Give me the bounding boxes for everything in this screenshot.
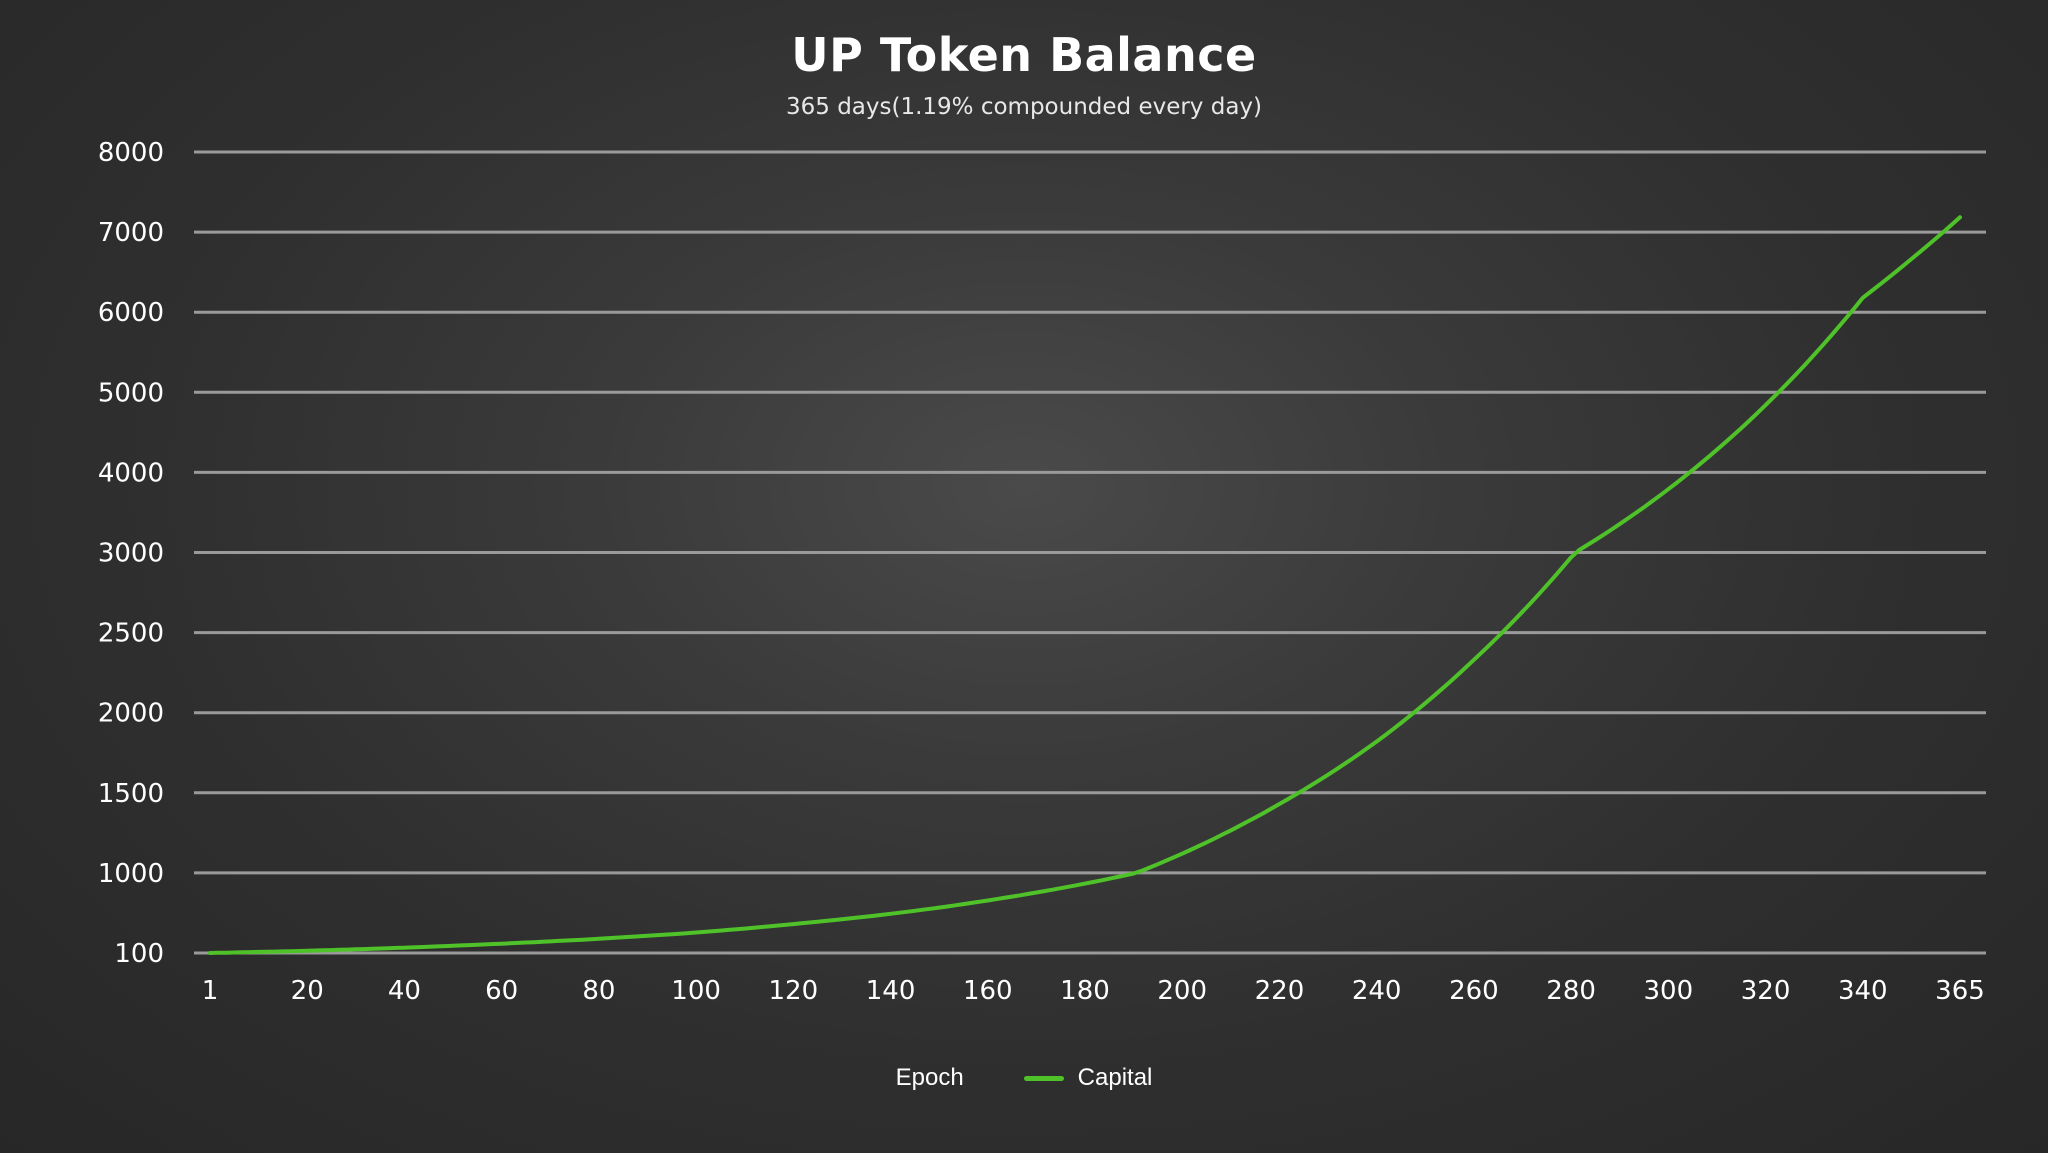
y-tick-label: 7000 xyxy=(98,218,164,248)
x-tick-label: 200 xyxy=(1157,976,1207,1006)
grid-layer xyxy=(194,150,1986,955)
legend-item-epoch[interactable]: Epoch xyxy=(896,1064,964,1092)
data-point[interactable] xyxy=(401,945,407,951)
legend: Epoch Capital xyxy=(0,1064,2048,1092)
x-tick-label: 300 xyxy=(1644,976,1694,1006)
data-point[interactable] xyxy=(985,898,991,904)
y-tick-label: 8000 xyxy=(98,138,164,168)
legend-label-capital: Capital xyxy=(1077,1064,1153,1091)
y-tick-label: 100 xyxy=(114,939,164,969)
x-tick-label: 180 xyxy=(1060,976,1110,1006)
data-point[interactable] xyxy=(1179,851,1185,857)
y-tick-label: 2000 xyxy=(98,699,164,729)
x-tick-labels: 1 20 40 60 80 100 120 140 160 180 200 220 240 260 280 3… xyxy=(202,976,1985,1006)
data-point[interactable] xyxy=(693,930,699,936)
y-tick-label: 1500 xyxy=(98,779,164,809)
data-point[interactable] xyxy=(1374,739,1380,745)
x-tick-label: 320 xyxy=(1741,976,1791,1006)
x-tick-label: 365 xyxy=(1935,976,1985,1006)
x-tick-label: 40 xyxy=(388,976,421,1006)
x-tick-label: 240 xyxy=(1352,976,1402,1006)
x-tick-label: 100 xyxy=(671,976,721,1006)
data-point[interactable] xyxy=(1860,295,1866,301)
y-tick-label: 4000 xyxy=(98,458,164,488)
data-point[interactable] xyxy=(1568,554,1574,560)
x-tick-label: 20 xyxy=(291,976,324,1006)
data-point[interactable] xyxy=(304,948,310,954)
legend-swatch-capital xyxy=(1023,1075,1064,1081)
data-point[interactable] xyxy=(499,941,505,947)
y-tick-label: 1000 xyxy=(98,859,164,889)
x-tick-label: 1 xyxy=(202,976,219,1006)
x-tick-label: 160 xyxy=(963,976,1013,1006)
series-layer xyxy=(207,214,1963,956)
chart-subtitle: 365 days(1.19% compounded every day) xyxy=(785,94,1263,120)
legend-item-capital[interactable]: Capital xyxy=(1023,1064,1153,1092)
data-point[interactable] xyxy=(596,936,602,942)
x-tick-label: 140 xyxy=(866,976,916,1006)
data-point[interactable] xyxy=(790,921,796,927)
data-point[interactable] xyxy=(1471,657,1477,663)
data-point[interactable] xyxy=(1665,486,1671,492)
data-point[interactable] xyxy=(888,911,894,917)
data-point[interactable] xyxy=(207,950,213,956)
x-tick-label: 120 xyxy=(769,976,819,1006)
data-point[interactable] xyxy=(1763,402,1769,408)
x-tick-label: 60 xyxy=(485,976,518,1006)
series-line-capital[interactable] xyxy=(208,215,1962,955)
data-point[interactable] xyxy=(1957,214,1963,220)
x-tick-label: 260 xyxy=(1449,976,1499,1006)
y-tick-label: 5000 xyxy=(98,378,164,408)
x-tick-label: 220 xyxy=(1255,976,1305,1006)
y-tick-label: 6000 xyxy=(98,298,164,328)
y-tick-labels: 100 1000 1500 2000 2500 3000 4000 5000 6000 7000 8… xyxy=(98,138,164,969)
chart-title: UP Token Balance xyxy=(791,28,1257,82)
x-tick-label: 340 xyxy=(1838,976,1888,1006)
legend-label-epoch: Epoch xyxy=(895,1064,964,1091)
x-tick-label: 280 xyxy=(1546,976,1596,1006)
data-point[interactable] xyxy=(1082,881,1088,887)
data-point[interactable] xyxy=(1276,801,1282,807)
y-tick-label: 2500 xyxy=(98,619,164,649)
y-tick-label: 3000 xyxy=(98,539,164,569)
x-tick-label: 80 xyxy=(582,976,615,1006)
